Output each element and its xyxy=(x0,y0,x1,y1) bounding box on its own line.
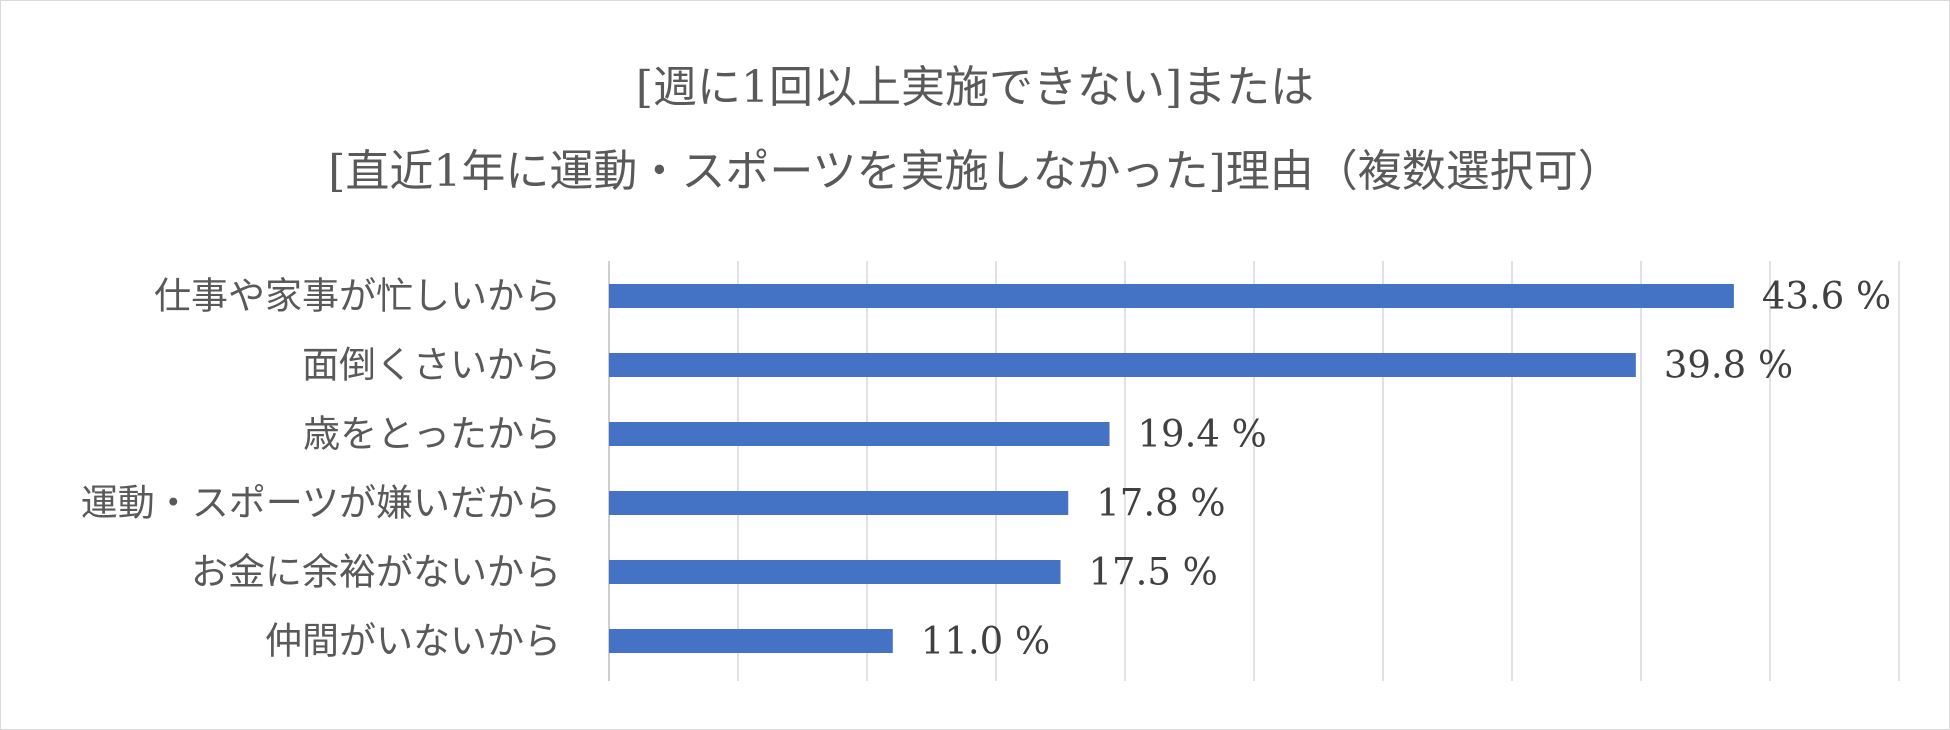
data-label: 11.0 % xyxy=(921,620,1050,663)
category-label: 面倒くさいから xyxy=(302,344,561,387)
chart-title-line-1: [週に1回以上実施できない]または xyxy=(635,62,1315,113)
bar xyxy=(609,629,893,653)
bar xyxy=(609,491,1069,515)
data-label: 39.8 % xyxy=(1664,344,1793,387)
data-label: 43.6 % xyxy=(1762,275,1891,318)
data-label: 17.5 % xyxy=(1089,551,1218,594)
bar xyxy=(609,353,1636,377)
bar xyxy=(609,422,1110,446)
category-label: 歳をとったから xyxy=(303,413,561,456)
category-label: お金に余裕がないから xyxy=(191,551,561,594)
category-label: 運動・スポーツが嫌いだから xyxy=(81,482,561,525)
data-label: 17.8 % xyxy=(1096,482,1225,525)
data-label: 19.4 % xyxy=(1138,413,1267,456)
chart-title-line-2: [直近1年に運動・スポーツを実施しなかった]理由（複数選択可） xyxy=(328,146,1622,197)
bar xyxy=(609,284,1734,308)
category-label: 仲間がいないから xyxy=(265,620,561,663)
category-label: 仕事や家事が忙しいから xyxy=(154,275,561,318)
bar xyxy=(609,560,1061,584)
